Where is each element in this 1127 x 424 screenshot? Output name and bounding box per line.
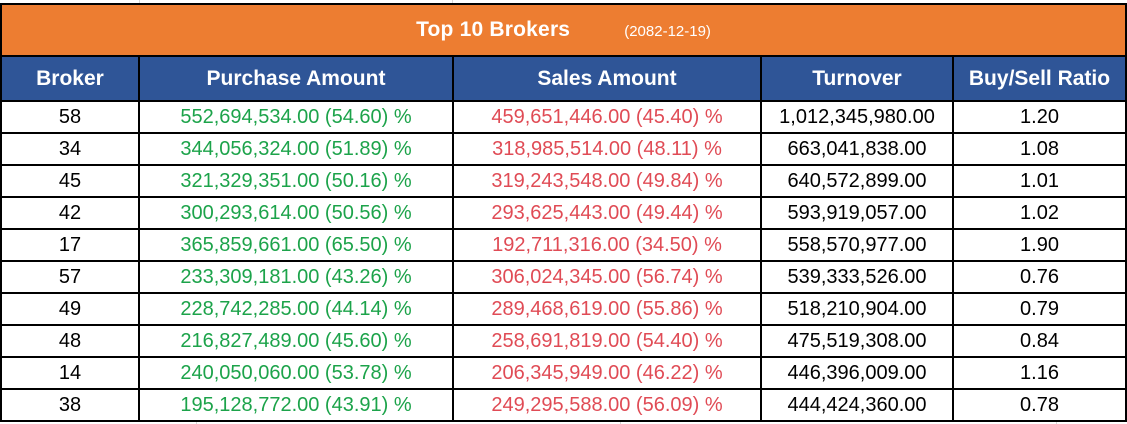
buysell-ratio-cell: 1.01 <box>954 166 1125 196</box>
sales-amount-cell: 319,243,548.00 (49.84) % <box>454 166 760 196</box>
broker-cell: 14 <box>2 358 138 388</box>
buysell-ratio-cell: 0.78 <box>954 390 1125 420</box>
column-header-turnover: Turnover <box>762 57 952 100</box>
buysell-ratio-cell: 1.02 <box>954 198 1125 228</box>
broker-cell: 17 <box>2 230 138 260</box>
spreadsheet-gridline-strip-top <box>0 0 1127 3</box>
buysell-ratio-cell: 1.20 <box>954 102 1125 132</box>
broker-cell: 42 <box>2 198 138 228</box>
gridline <box>452 0 453 3</box>
broker-cell: 38 <box>2 390 138 420</box>
table-row: 48 216,827,489.00 (45.60) % 258,691,819.… <box>2 326 1125 356</box>
sales-amount-cell: 289,468,619.00 (55.86) % <box>454 294 760 324</box>
column-header-sales: Sales Amount <box>454 57 760 100</box>
sales-amount-cell: 318,985,514.00 (48.11) % <box>454 134 760 164</box>
purchase-amount-cell: 216,827,489.00 (45.60) % <box>140 326 452 356</box>
broker-cell: 49 <box>2 294 138 324</box>
turnover-cell: 1,012,345,980.00 <box>762 102 952 132</box>
buysell-ratio-cell: 1.16 <box>954 358 1125 388</box>
column-header-broker: Broker <box>2 57 138 100</box>
table-row: 42 300,293,614.00 (50.56) % 293,625,443.… <box>2 198 1125 228</box>
table-row: 57 233,309,181.00 (43.26) % 306,024,345.… <box>2 262 1125 292</box>
purchase-amount-cell: 344,056,324.00 (51.89) % <box>140 134 452 164</box>
buysell-ratio-cell: 1.08 <box>954 134 1125 164</box>
gridline <box>1056 422 1057 424</box>
gridline <box>139 0 140 3</box>
table-title: Top 10 Brokers <box>416 18 571 41</box>
table-header-row: Broker Purchase Amount Sales Amount Turn… <box>2 57 1125 100</box>
turnover-cell: 518,210,904.00 <box>762 294 952 324</box>
sales-amount-cell: 306,024,345.00 (56.74) % <box>454 262 760 292</box>
turnover-cell: 444,424,360.00 <box>762 390 952 420</box>
turnover-cell: 475,519,308.00 <box>762 326 952 356</box>
table-row: 45 321,329,351.00 (50.16) % 319,243,548.… <box>2 166 1125 196</box>
purchase-amount-cell: 240,050,060.00 (53.78) % <box>140 358 452 388</box>
purchase-amount-cell: 228,742,285.00 (44.14) % <box>140 294 452 324</box>
broker-cell: 57 <box>2 262 138 292</box>
sales-amount-cell: 293,625,443.00 (49.44) % <box>454 198 760 228</box>
table-row: 58 552,694,534.00 (54.60) % 459,651,446.… <box>2 102 1125 132</box>
column-header-purchase: Purchase Amount <box>140 57 452 100</box>
buysell-ratio-cell: 0.76 <box>954 262 1125 292</box>
purchase-amount-cell: 300,293,614.00 (50.56) % <box>140 198 452 228</box>
spreadsheet-gridline-strip-bottom <box>0 422 1127 424</box>
purchase-amount-cell: 321,329,351.00 (50.16) % <box>140 166 452 196</box>
buysell-ratio-cell: 0.79 <box>954 294 1125 324</box>
table-title-banner: Top 10 Brokers (2082-12-19) <box>2 5 1125 55</box>
broker-cell: 58 <box>2 102 138 132</box>
purchase-amount-cell: 195,128,772.00 (43.91) % <box>140 390 452 420</box>
table-row: 38 195,128,772.00 (43.91) % 249,295,588.… <box>2 390 1125 420</box>
sales-amount-cell: 206,345,949.00 (46.22) % <box>454 358 760 388</box>
buysell-ratio-cell: 1.90 <box>954 230 1125 260</box>
top-10-brokers-table: Top 10 Brokers (2082-12-19) Broker Purch… <box>0 3 1127 422</box>
table-row: 14 240,050,060.00 (53.78) % 206,345,949.… <box>2 358 1125 388</box>
table-row: 49 228,742,285.00 (44.14) % 289,468,619.… <box>2 294 1125 324</box>
sales-amount-cell: 192,711,316.00 (34.50) % <box>454 230 760 260</box>
sales-amount-cell: 249,295,588.00 (56.09) % <box>454 390 760 420</box>
column-header-buysell-ratio: Buy/Sell Ratio <box>954 57 1125 100</box>
turnover-cell: 539,333,526.00 <box>762 262 952 292</box>
gridline <box>196 422 197 424</box>
turnover-cell: 558,570,977.00 <box>762 230 952 260</box>
table-row: 34 344,056,324.00 (51.89) % 318,985,514.… <box>2 134 1125 164</box>
table-date: (2082-12-19) <box>624 23 711 40</box>
sales-amount-cell: 258,691,819.00 (54.40) % <box>454 326 760 356</box>
buysell-ratio-cell: 0.84 <box>954 326 1125 356</box>
sales-amount-cell: 459,651,446.00 (45.40) % <box>454 102 760 132</box>
turnover-cell: 446,396,009.00 <box>762 358 952 388</box>
broker-cell: 34 <box>2 134 138 164</box>
table-body: 58 552,694,534.00 (54.60) % 459,651,446.… <box>2 102 1125 420</box>
table-row: 17 365,859,661.00 (65.50) % 192,711,316.… <box>2 230 1125 260</box>
purchase-amount-cell: 233,309,181.00 (43.26) % <box>140 262 452 292</box>
broker-cell: 48 <box>2 326 138 356</box>
turnover-cell: 663,041,838.00 <box>762 134 952 164</box>
turnover-cell: 593,919,057.00 <box>762 198 952 228</box>
purchase-amount-cell: 552,694,534.00 (54.60) % <box>140 102 452 132</box>
broker-cell: 45 <box>2 166 138 196</box>
purchase-amount-cell: 365,859,661.00 (65.50) % <box>140 230 452 260</box>
gridline <box>620 422 621 424</box>
turnover-cell: 640,572,899.00 <box>762 166 952 196</box>
